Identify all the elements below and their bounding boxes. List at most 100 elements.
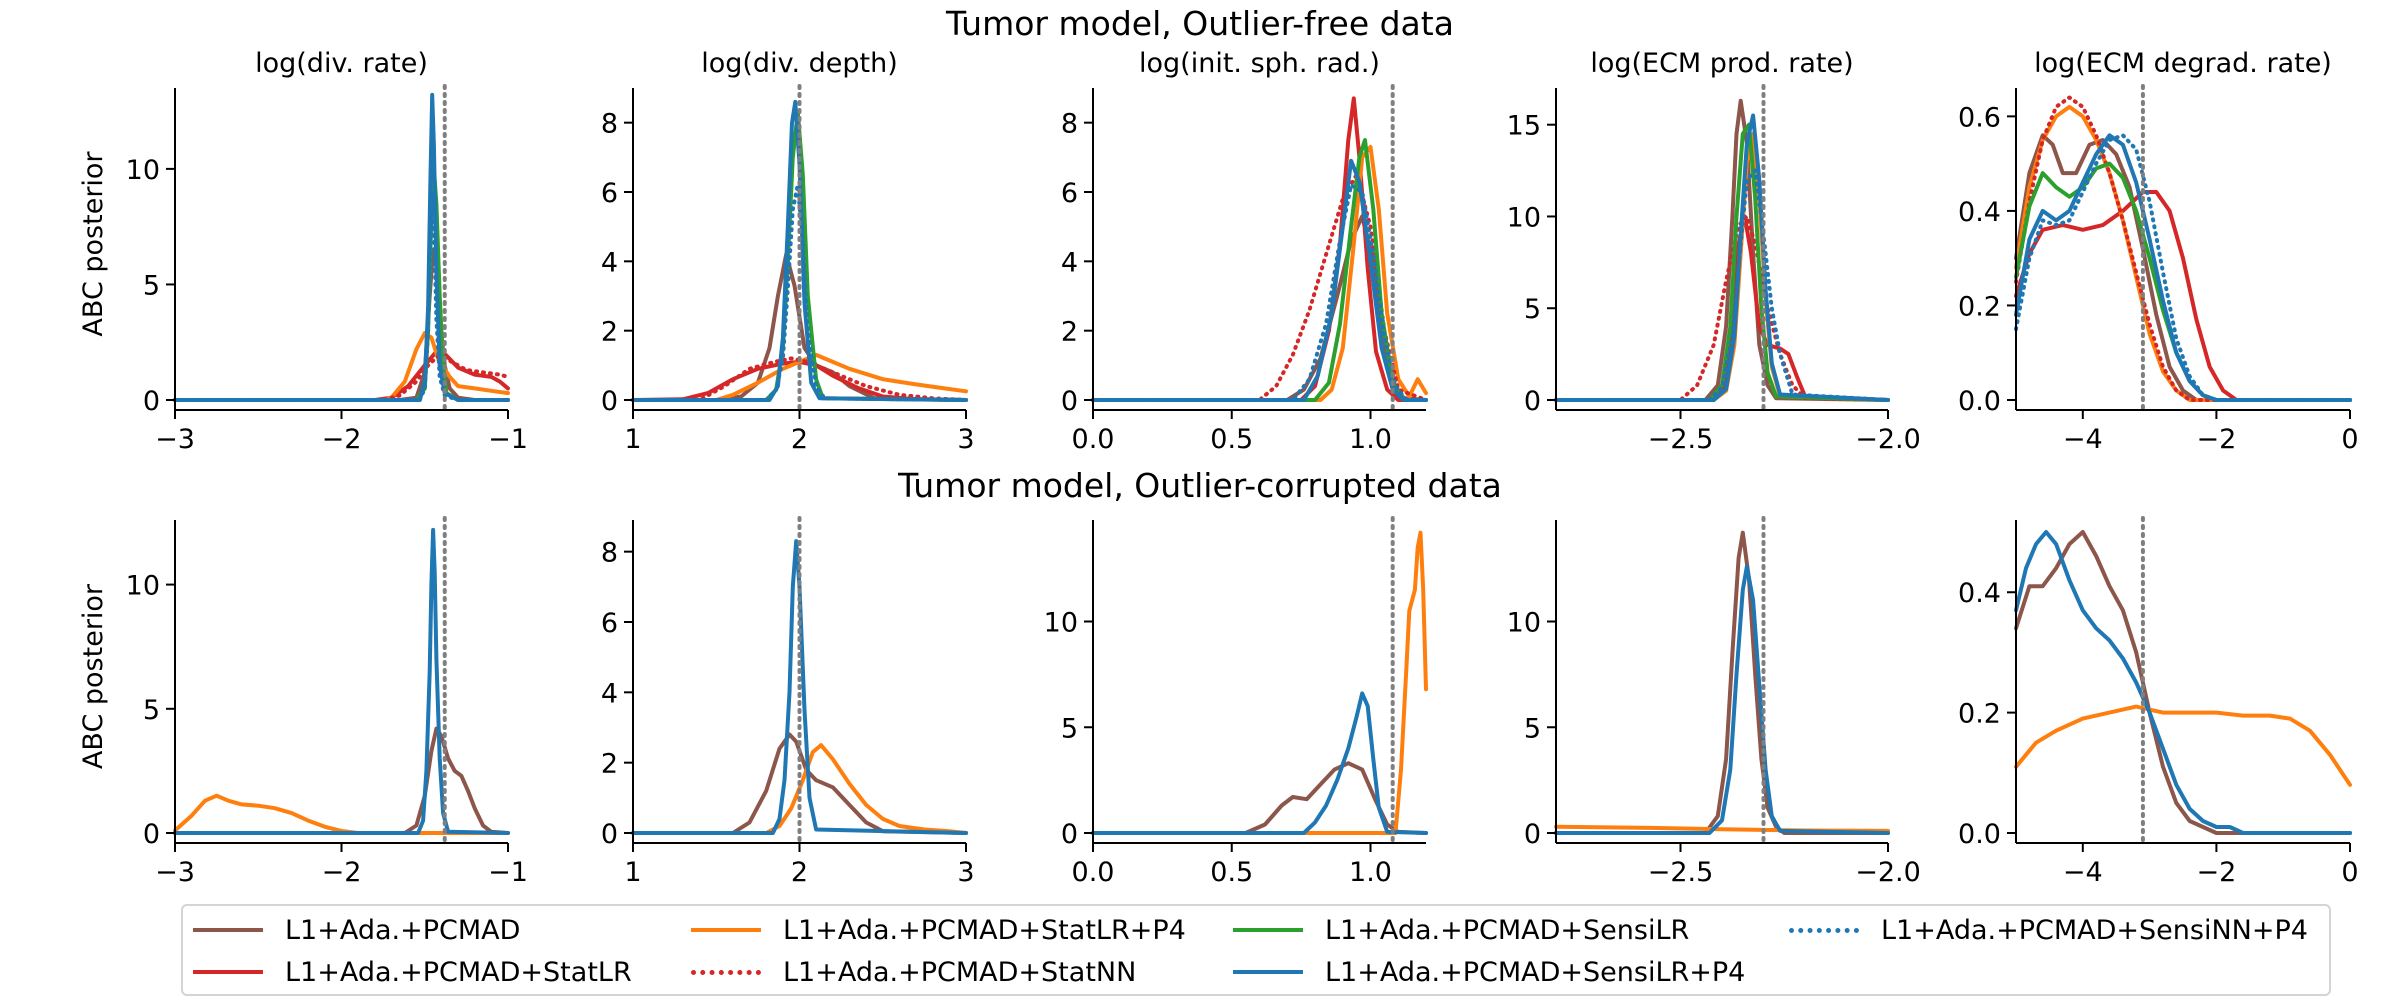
legend-label-statlr-p4: L1+Ada.+PCMAD+StatLR+P4 — [783, 914, 1186, 946]
panel-r2-c2: 1 2 3 0 2 4 6 8 — [601, 516, 975, 888]
y-tick-label: 0 — [1524, 819, 1541, 850]
series-line-l1-ada-pcmad-statnn — [2014, 95, 2352, 402]
legend-item-sensilr: L1+Ada.+PCMAD+SensiLR — [1233, 910, 1689, 950]
panel-r1-c2: 1 2 3 0 2 4 6 8 log(div. depth) — [601, 48, 975, 455]
y-tick-label: 2 — [601, 749, 618, 780]
legend-swatch-sensilr-p4 — [1233, 970, 1303, 974]
series-line-l1-ada-pcmad-sensinn-p4 — [631, 183, 968, 402]
x-tick-label: 2 — [791, 424, 808, 455]
panel-title: log(init. sph. rad.) — [1139, 48, 1380, 79]
x-tick-label: 0 — [2341, 857, 2358, 888]
y-tick-label: 5 — [143, 270, 160, 301]
row-2-suptitle: Tumor model, Outlier-corrupted data — [897, 466, 1502, 505]
legend-label-sensinn-p4: L1+Ada.+PCMAD+SensiNN+P4 — [1881, 914, 2308, 946]
y-tick-label: 0.2 — [1958, 291, 2001, 322]
y-tick-label: 0.6 — [1958, 102, 2001, 133]
y-tick-label: 0 — [143, 819, 160, 850]
x-tick-label: 2 — [791, 857, 808, 888]
x-tick-label: −2.0 — [1855, 857, 1921, 888]
y-tick-label: 2 — [1061, 317, 1078, 348]
series-line-l1-ada-pcmad — [1554, 98, 1890, 402]
x-tick-label: 0 — [2341, 424, 2358, 455]
series-line-l1-ada-pcmad-sensilr-p4 — [631, 99, 968, 402]
series-line-l1-ada-pcmad-statlr — [173, 349, 510, 402]
series-line-l1-ada-pcmad — [1554, 530, 1890, 835]
y-tick-label: 0.2 — [1958, 699, 2001, 730]
series-group — [173, 92, 510, 402]
y-tick-label: 4 — [1061, 247, 1078, 278]
series-line-l1-ada-pcmad-statlr — [1091, 96, 1428, 402]
series-line-l1-ada-pcmad-sensilr-p4 — [173, 92, 510, 402]
y-tick-label: 6 — [1061, 178, 1078, 209]
panel-r2-c1: −3 −2 −1 0 5 10 ABC posterior — [78, 516, 528, 888]
y-tick-label: 0 — [601, 386, 618, 417]
series-group — [1554, 530, 1890, 835]
x-tick-label: −2 — [2196, 857, 2236, 888]
row-1-suptitle: Tumor model, Outlier-free data — [945, 4, 1454, 43]
series-group — [631, 99, 968, 402]
x-tick-label: 1 — [624, 857, 641, 888]
legend-item-pcmad: L1+Ada.+PCMAD — [193, 910, 520, 950]
panel-title: log(ECM prod. rate) — [1590, 48, 1853, 79]
y-tick-label: 0.0 — [1958, 819, 2001, 850]
y-tick-label: 2 — [601, 317, 618, 348]
legend-swatch-pcmad — [193, 928, 263, 932]
x-tick-label: −2.5 — [1648, 424, 1714, 455]
series-line-l1-ada-pcmad-sensilr-p4 — [2014, 530, 2352, 835]
x-tick-label: 3 — [957, 424, 974, 455]
series-line-l1-ada-pcmad-statlr-p4 — [173, 793, 510, 835]
x-tick-label: −4 — [2063, 857, 2103, 888]
legend-label-statlr: L1+Ada.+PCMAD+StatLR — [285, 956, 632, 988]
series-line-l1-ada-pcmad — [631, 732, 968, 835]
legend-swatch-statnn — [691, 969, 761, 975]
y-tick-label: 0.4 — [1958, 197, 2001, 228]
series-line-l1-ada-pcmad-sensilr — [1091, 138, 1428, 402]
x-tick-label: −2 — [322, 424, 362, 455]
y-tick-label: 0 — [1524, 386, 1541, 417]
legend-label-pcmad: L1+Ada.+PCMAD — [285, 914, 521, 946]
series-line-l1-ada-pcmad-sensilr-p4 — [2014, 133, 2352, 402]
x-tick-label: −3 — [155, 857, 195, 888]
y-tick-label: 5 — [1524, 713, 1541, 744]
panel-title: log(div. depth) — [701, 48, 898, 79]
series-line-l1-ada-pcmad-sensilr-p4 — [173, 527, 510, 835]
series-group — [2014, 95, 2352, 402]
y-tick-label: 10 — [1044, 608, 1078, 639]
legend-swatch-statlr — [193, 970, 263, 974]
x-tick-label: −2.5 — [1648, 857, 1714, 888]
x-tick-label: 0.5 — [1210, 424, 1253, 455]
series-line-l1-ada-pcmad — [2014, 530, 2352, 835]
panel-r1-c1: −3 −2 −1 0 5 10 log(div. rate) ABC posterior — [78, 48, 528, 455]
x-tick-label: −2.0 — [1855, 424, 1921, 455]
y-tick-label: 8 — [601, 109, 618, 140]
y-axis-label: ABC posterior — [78, 151, 109, 337]
series-group — [1091, 96, 1428, 402]
legend-item-sensinn-p4: L1+Ada.+PCMAD+SensiNN+P4 — [1789, 910, 2308, 950]
y-tick-label: 6 — [601, 608, 618, 639]
legend-swatch-statlr-p4 — [691, 928, 761, 932]
series-line-l1-ada-pcmad-statlr-p4 — [1091, 144, 1428, 402]
series-line-l1-ada-pcmad-sensilr-p4 — [631, 539, 968, 835]
y-tick-label: 10 — [126, 571, 160, 602]
y-tick-label: 5 — [1061, 713, 1078, 744]
series-group — [1091, 530, 1428, 835]
x-tick-label: −1 — [488, 857, 528, 888]
series-line-l1-ada-pcmad-sensinn-p4 — [2014, 133, 2352, 402]
legend-item-statlr-p4: L1+Ada.+PCMAD+StatLR+P4 — [691, 910, 1186, 950]
x-tick-label: 3 — [957, 857, 974, 888]
legend-swatch-sensinn-p4 — [1789, 927, 1859, 933]
x-tick-label: 1.0 — [1349, 857, 1392, 888]
legend-item-statnn: L1+Ada.+PCMAD+StatNN — [691, 952, 1136, 992]
series-line-l1-ada-pcmad-sensilr-p4 — [1554, 564, 1890, 835]
legend-swatch-sensilr — [1233, 928, 1303, 932]
y-tick-label: 0.4 — [1958, 578, 2001, 609]
series-line-l1-ada-pcmad-statlr-p4 — [1091, 530, 1428, 835]
y-axis-label: ABC posterior — [78, 583, 109, 769]
panel-r2-c3: 0.0 0.5 1.0 0 5 10 — [1044, 516, 1428, 888]
series-line-l1-ada-pcmad-sensilr-p4 — [1554, 113, 1890, 402]
series-line-l1-ada-pcmad-statnn — [1091, 172, 1428, 402]
y-tick-label: 4 — [601, 678, 618, 709]
x-tick-label: 1 — [624, 424, 641, 455]
y-tick-label: 10 — [1507, 202, 1541, 233]
legend-label-sensilr-p4: L1+Ada.+PCMAD+SensiLR+P4 — [1325, 956, 1746, 988]
